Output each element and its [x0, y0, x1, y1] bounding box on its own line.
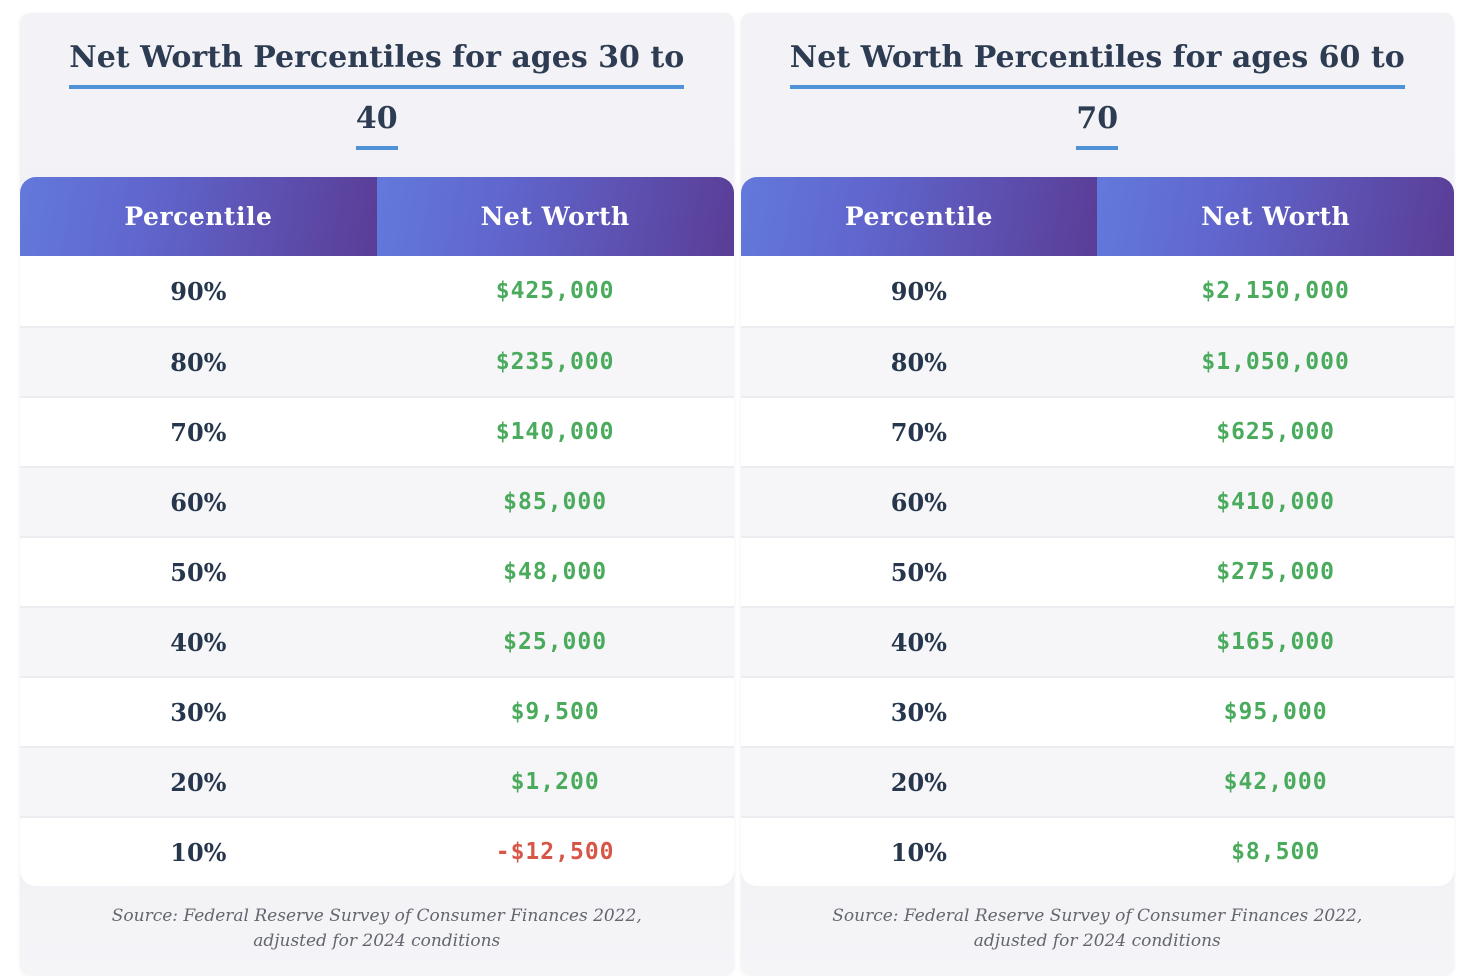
- percentile-cell: 70%: [20, 396, 377, 466]
- header-row: Percentile Net Worth: [20, 177, 734, 256]
- table-row: 30% $95,000: [740, 676, 1454, 746]
- percentile-cell: 90%: [20, 256, 377, 326]
- percentile-cell: 30%: [740, 676, 1098, 746]
- percentile-cell: 80%: [20, 326, 377, 396]
- table-row: 80% $1,050,000: [740, 326, 1454, 396]
- percentile-cell: 60%: [740, 466, 1098, 536]
- networth-cell: $9,500: [376, 676, 734, 746]
- source-note: Source: Federal Reserve Survey of Consum…: [832, 906, 1363, 951]
- table-row: 40% $165,000: [740, 606, 1454, 676]
- table-row: 90% $425,000: [20, 256, 734, 326]
- column-header-networth: Net Worth: [376, 177, 734, 256]
- networth-cell: $1,050,000: [1097, 326, 1454, 396]
- networth-cell: $410,000: [1097, 466, 1454, 536]
- title-line-2: 40: [355, 96, 398, 150]
- table-row: 50% $275,000: [740, 536, 1454, 606]
- title-block: Net Worth Percentiles for ages 30 to 40: [20, 13, 734, 171]
- card-ages-30-40: Net Worth Percentiles for ages 30 to 40 P…: [20, 13, 734, 976]
- percentile-cell: 20%: [20, 746, 377, 816]
- networth-cell: $625,000: [1097, 396, 1454, 466]
- column-header-networth: Net Worth: [1097, 177, 1454, 256]
- table-row: 60% $410,000: [740, 466, 1454, 536]
- percentile-cell: 60%: [20, 466, 377, 536]
- table-row: 20% $1,200: [20, 746, 734, 816]
- table-row: 70% $140,000: [20, 396, 734, 466]
- networth-cell: $165,000: [1097, 606, 1454, 676]
- card-ages-60-70: Net Worth Percentiles for ages 60 to 70 P…: [740, 13, 1455, 976]
- title-block: Net Worth Percentiles for ages 60 to 70: [741, 13, 1455, 171]
- table-title-ages-60-70: Net Worth Percentiles for ages 60 to 70: [783, 35, 1413, 157]
- table-row: 80% $235,000: [20, 326, 734, 396]
- networth-cell: $48,000: [376, 536, 734, 606]
- table-row: 50% $48,000: [20, 536, 734, 606]
- table-row: 70% $625,000: [740, 396, 1454, 466]
- table-row: 10% $8,500: [740, 816, 1454, 886]
- percentile-cell: 40%: [20, 606, 377, 676]
- table-row: 90% $2,150,000: [740, 256, 1454, 326]
- header-row: Percentile Net Worth: [740, 177, 1454, 256]
- networth-cell: $8,500: [1097, 816, 1454, 886]
- percentile-cell: 50%: [740, 536, 1098, 606]
- networth-cell: $140,000: [376, 396, 734, 466]
- percentile-cell: 70%: [740, 396, 1098, 466]
- column-header-percentile: Percentile: [740, 177, 1098, 256]
- table-title-ages-30-40: Net Worth Percentiles for ages 30 to 40: [62, 35, 692, 157]
- table-row: 30% $9,500: [20, 676, 734, 746]
- table-row: 60% $85,000: [20, 466, 734, 536]
- networth-table-60-70: Percentile Net Worth 90% $2,150,000 80% …: [740, 177, 1454, 886]
- networth-cell: $95,000: [1097, 676, 1454, 746]
- percentile-cell: 10%: [20, 816, 377, 886]
- networth-cell: $25,000: [376, 606, 734, 676]
- networth-cell: $42,000: [1097, 746, 1454, 816]
- networth-cell: $235,000: [376, 326, 734, 396]
- table-row: 20% $42,000: [740, 746, 1454, 816]
- networth-cell-negative: -$12,500: [376, 816, 734, 886]
- networth-table-30-40: Percentile Net Worth 90% $425,000 80% $2…: [20, 177, 734, 886]
- percentile-cell: 90%: [740, 256, 1098, 326]
- percentile-cell: 30%: [20, 676, 377, 746]
- percentile-cell: 50%: [20, 536, 377, 606]
- source-note: Source: Federal Reserve Survey of Consum…: [111, 906, 642, 951]
- networth-cell: $425,000: [376, 256, 734, 326]
- percentile-cell: 20%: [740, 746, 1098, 816]
- table-row: 10% -$12,500: [20, 816, 734, 886]
- title-line-1: Net Worth Percentiles for ages 30 to: [69, 35, 685, 89]
- percentile-cell: 40%: [740, 606, 1098, 676]
- table-row: 40% $25,000: [20, 606, 734, 676]
- networth-cell: $1,200: [376, 746, 734, 816]
- percentile-cell: 10%: [740, 816, 1098, 886]
- column-header-percentile: Percentile: [20, 177, 377, 256]
- networth-cell: $275,000: [1097, 536, 1454, 606]
- networth-cell: $85,000: [376, 466, 734, 536]
- percentile-cell: 80%: [740, 326, 1098, 396]
- title-line-2: 70: [1076, 96, 1119, 150]
- title-line-1: Net Worth Percentiles for ages 60 to: [789, 35, 1405, 89]
- networth-cell: $2,150,000: [1097, 256, 1454, 326]
